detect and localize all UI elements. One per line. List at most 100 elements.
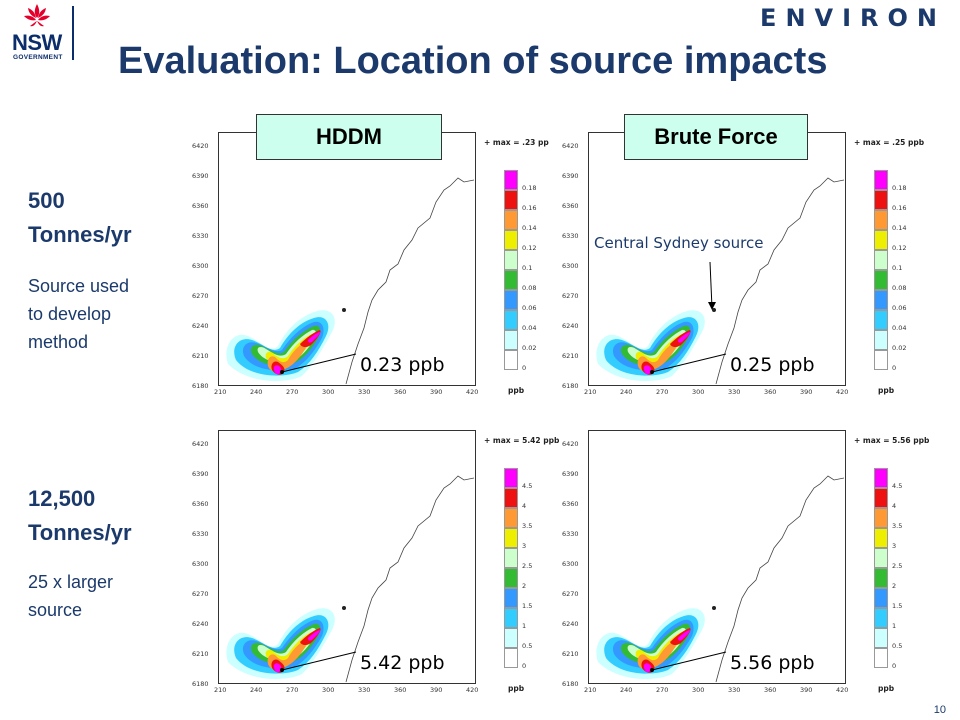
x-tick-label: 390 [800,388,813,396]
legend-swatch [874,190,888,210]
x-tick-label: 270 [656,388,669,396]
plume-contour-5 [265,632,313,662]
coastline [715,475,845,683]
row2-heading-line1: 12,500 [28,486,96,511]
legend-label: 4 [892,502,897,510]
legend-swatch [504,488,518,508]
legend-label: 4 [522,502,527,510]
legend-swatch [874,548,888,568]
nsw-logo-text: NSW [12,30,62,55]
source-marker [280,370,284,374]
y-tick-label: 6330 [562,530,579,538]
legend-swatch [504,170,518,190]
legend-label: 0.04 [892,324,907,332]
y-tick-label: 6300 [562,262,579,270]
coastline [715,177,845,385]
legend-label: 1 [892,622,897,630]
nsw-government-logo: NSW GOVERNMENT [6,2,68,64]
x-tick-label: 420 [466,388,479,396]
x-tick-label: 390 [430,686,443,694]
map-panel-bottom-left: 6420 6390 6360 6330 6300 6270 6240 6210 6180 210 2… [190,426,570,706]
x-tick-label: 270 [286,388,299,396]
concentration-map [226,475,475,683]
legend-swatch [504,230,518,250]
legend-label: 0.14 [892,224,907,232]
y-tick-label: 6210 [192,650,209,658]
y-tick-label: 6180 [562,382,579,390]
legend-label: 1.5 [892,602,903,610]
x-tick-label: 240 [250,686,263,694]
plume-contour-5 [635,632,683,662]
map-panel-top-left: 6420 6390 6360 6330 6300 6270 6240 6210 6180 210 2… [190,128,570,408]
legend-swatch [504,330,518,350]
legend-swatch [504,190,518,210]
row2-heading: 12,500 Tonnes/yr [28,482,132,550]
concentration-map [596,475,845,683]
callout-line [651,353,727,373]
plume-contour-8 [643,630,690,673]
y-tick-label: 6300 [192,262,209,270]
x-tick-label: 360 [394,686,407,694]
y-tick-label: 6360 [562,500,579,508]
legend-label: 2.5 [522,562,533,570]
x-tick-label: 330 [358,686,371,694]
legend-swatch [504,588,518,608]
y-tick-label: 6300 [562,560,579,568]
legend-swatch [504,468,518,488]
max-value-label: + max = 5.42 ppb [484,436,560,445]
legend-swatch [504,310,518,330]
x-tick-label: 210 [214,388,227,396]
y-tick-label: 6420 [192,440,209,448]
y-tick-label: 6390 [192,470,209,478]
government-logo-text: GOVERNMENT [13,54,63,61]
environ-logo: ENVIRON [760,4,946,32]
legend-label: 1.5 [522,602,533,610]
legend-label: 3 [522,542,527,550]
legend-swatch [874,210,888,230]
row1-heading-line1: 500 [28,188,65,213]
legend-label: 0.14 [522,224,537,232]
legend-swatch [504,528,518,548]
callout-line [651,651,727,671]
y-tick-label: 6300 [192,560,209,568]
legend-swatch [874,488,888,508]
concentration-map [226,177,475,385]
plume-contour-5 [265,334,313,364]
source-marker [650,370,654,374]
legend-swatch [874,508,888,528]
y-tick-label: 6180 [562,680,579,688]
logo-divider [72,6,74,60]
legend-label: 0.02 [522,344,537,352]
y-tick-label: 6420 [192,142,209,150]
callout-line [281,651,357,671]
legend-label: 0.06 [892,304,907,312]
peak-value-callout: 0.25 ppb [730,354,815,376]
waratah-icon [24,4,50,27]
legend-unit-label: ppb [878,684,895,693]
y-tick-label: 6240 [562,322,579,330]
x-tick-label: 300 [322,686,335,694]
y-tick-label: 6360 [192,202,209,210]
x-tick-label: 360 [764,686,777,694]
y-tick-label: 6240 [562,620,579,628]
island-marker [342,606,346,610]
legend-label: 2 [892,582,897,590]
coastline [345,475,475,683]
legend-label: 1 [522,622,527,630]
legend-swatch [874,290,888,310]
y-tick-label: 6210 [562,650,579,658]
legend-label: 0 [522,364,527,372]
x-tick-label: 390 [430,388,443,396]
row2-heading-line2: Tonnes/yr [28,520,132,545]
slide-number: 10 [933,704,946,716]
x-tick-label: 330 [728,388,741,396]
legend-label: 0.1 [892,264,903,272]
x-tick-label: 210 [214,686,227,694]
x-tick-label: 360 [764,388,777,396]
row1-note: Source used to develop method [28,272,129,356]
y-tick-label: 6270 [192,590,209,598]
y-tick-label: 6240 [192,322,209,330]
legend-swatch [504,508,518,528]
central-source-arrow [709,261,713,309]
legend-swatch [504,290,518,310]
